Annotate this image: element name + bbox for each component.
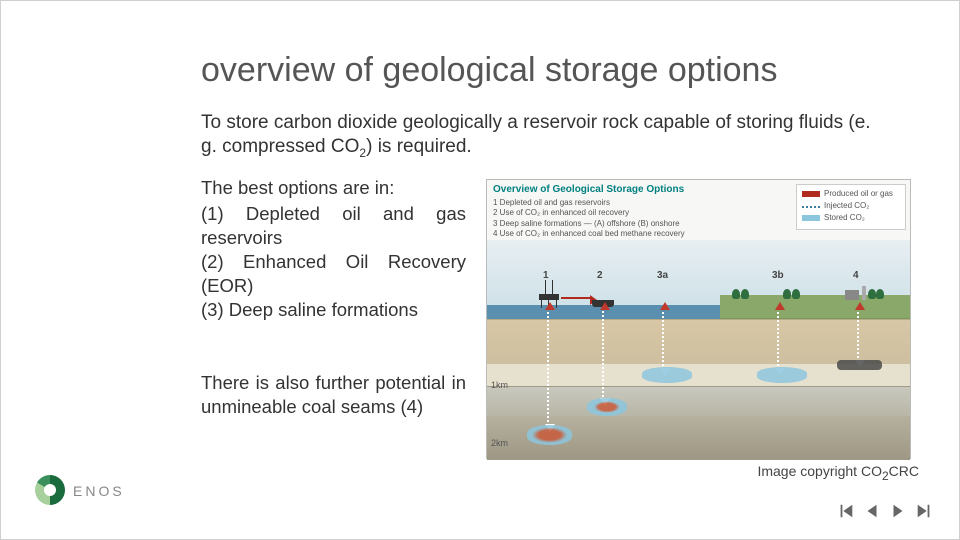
- legend-stored: Stored CO₂: [824, 213, 865, 222]
- power-plant-icon: [845, 286, 871, 300]
- geological-diagram: Overview of Geological Storage Options 1…: [486, 179, 911, 459]
- tree-icon: [876, 289, 884, 299]
- nav-prev-button[interactable]: [861, 500, 883, 525]
- diagram-list-2: 2 Use of CO₂ in enhanced oil recovery: [493, 208, 685, 218]
- triangle-right-icon: [889, 502, 907, 520]
- injection-well-1: [547, 308, 549, 426]
- coal-seam-4: [837, 360, 882, 370]
- copyright-b: CRC: [889, 463, 919, 479]
- slide-nav: [835, 500, 935, 525]
- stratum-1: [487, 319, 910, 364]
- logo-mark-icon: [35, 475, 65, 505]
- injection-well-3a: [662, 308, 664, 370]
- copyright-a: Image copyright CO: [757, 463, 882, 479]
- enos-logo: ENOS: [35, 475, 125, 505]
- intro-part-b: ) is required.: [366, 136, 472, 157]
- slide: overview of geological storage options T…: [0, 0, 960, 540]
- diagram-list-3: 3 Deep saline formations — (A) offshore …: [493, 219, 685, 229]
- options-heading: The best options are in:: [201, 176, 466, 200]
- tree-icon: [792, 289, 800, 299]
- well-label-4: 4: [853, 270, 859, 281]
- legend-injected: Injected CO₂: [824, 201, 869, 210]
- option-2: (2) Enhanced Oil Recovery (EOR): [201, 250, 466, 298]
- well-label-1: 1: [543, 270, 549, 281]
- option-1: (1) Depleted oil and gas reservoirs: [201, 202, 466, 250]
- well-label-3b: 3b: [772, 270, 784, 281]
- injection-well-2: [602, 308, 604, 400]
- logo-text: ENOS: [73, 483, 125, 499]
- diagram-legend: Produced oil or gas Injected CO₂ Stored …: [796, 184, 906, 230]
- nav-last-button[interactable]: [913, 500, 935, 525]
- copyright-sub: 2: [882, 469, 889, 483]
- reservoir-2: [587, 398, 627, 416]
- nav-first-button[interactable]: [835, 500, 857, 525]
- reservoir-3a: [642, 367, 692, 383]
- diagram-list-1: 1 Depleted oil and gas reservoirs: [493, 198, 685, 208]
- skip-end-icon: [915, 502, 933, 520]
- well-label-2: 2: [597, 270, 603, 281]
- intro-text: To store carbon dioxide geologically a r…: [201, 111, 881, 161]
- depth-1km: 1km: [491, 380, 508, 390]
- nav-next-button[interactable]: [887, 500, 909, 525]
- injection-well-3b: [777, 308, 779, 370]
- diagram-title: Overview of Geological Storage Options: [493, 184, 684, 195]
- well-label-3a: 3a: [657, 270, 668, 281]
- coal-note: There is also further potential in unmin…: [201, 371, 466, 418]
- depth-2km: 2km: [491, 438, 508, 448]
- tree-icon: [741, 289, 749, 299]
- intro-part-a: To store carbon dioxide geologically a r…: [201, 112, 871, 157]
- option-3: (3) Deep saline formations: [201, 298, 466, 322]
- slide-title: overview of geological storage options: [201, 51, 777, 90]
- image-copyright: Image copyright CO2CRC: [757, 463, 919, 483]
- injection-well-4: [857, 308, 859, 362]
- pipeline-arrow-icon: [561, 297, 591, 299]
- tree-icon: [732, 289, 740, 299]
- skip-start-icon: [837, 502, 855, 520]
- triangle-left-icon: [863, 502, 881, 520]
- reservoir-1: [527, 425, 572, 445]
- diagram-list-4: 4 Use of CO₂ in enhanced coal bed methan…: [493, 229, 685, 239]
- tree-icon: [783, 289, 791, 299]
- diagram-list: 1 Depleted oil and gas reservoirs 2 Use …: [493, 198, 685, 240]
- stratum-3: [487, 386, 910, 416]
- options-block: The best options are in: (1) Depleted oi…: [201, 176, 466, 322]
- reservoir-3b: [757, 367, 807, 383]
- legend-produced: Produced oil or gas: [824, 189, 893, 198]
